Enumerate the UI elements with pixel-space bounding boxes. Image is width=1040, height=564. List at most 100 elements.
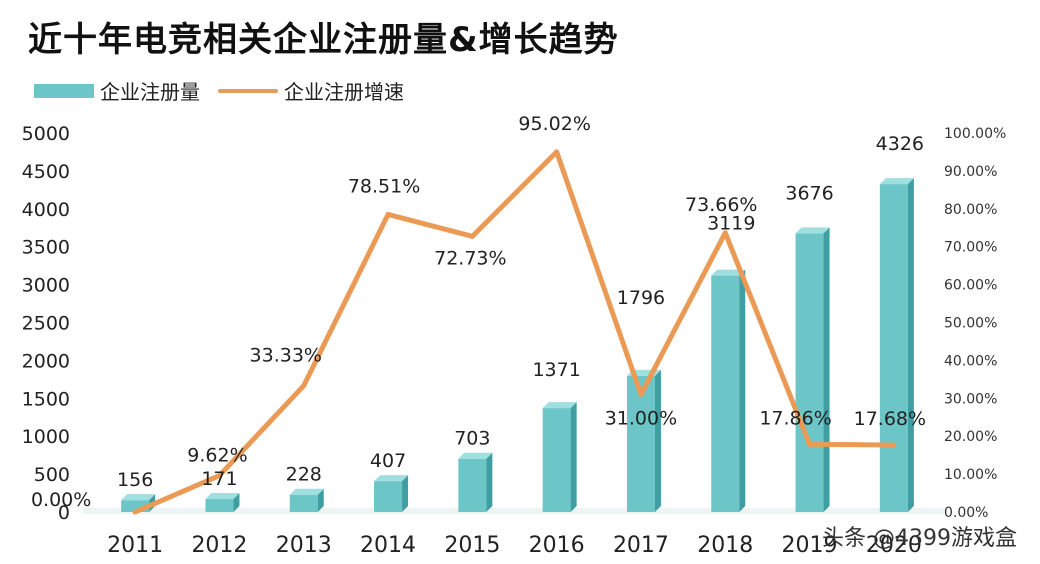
growth-value-label: 95.02% bbox=[518, 113, 590, 135]
watermark: 头条 @4399游戏盒 bbox=[822, 526, 1017, 551]
bar bbox=[542, 408, 571, 512]
bar-value-label: 407 bbox=[370, 450, 406, 472]
x-axis-tick-label: 2016 bbox=[529, 533, 585, 558]
bar-side bbox=[317, 488, 324, 512]
growth-value-label: 78.51% bbox=[348, 175, 420, 197]
right-axis-tick-label: 80.00% bbox=[944, 202, 997, 218]
growth-value-label: 17.68% bbox=[854, 408, 926, 430]
growth-point bbox=[301, 383, 307, 389]
legend-line-swatch bbox=[218, 88, 278, 93]
growth-point bbox=[807, 441, 813, 447]
right-axis-tick-label: 40.00% bbox=[944, 353, 997, 369]
growth-point bbox=[891, 442, 897, 448]
bar-side bbox=[823, 227, 830, 513]
x-axis-tick-label: 2011 bbox=[107, 533, 163, 558]
floor-band bbox=[83, 508, 946, 514]
bar-side bbox=[570, 402, 577, 512]
bar-side bbox=[402, 475, 409, 512]
bar-value-label: 3676 bbox=[785, 182, 833, 204]
growth-point bbox=[554, 149, 560, 155]
bar bbox=[711, 275, 740, 512]
bar-side bbox=[907, 178, 914, 512]
growth-point bbox=[469, 233, 475, 239]
bar-top bbox=[458, 452, 493, 459]
bar bbox=[289, 494, 318, 512]
left-axis-tick-label: 1000 bbox=[22, 426, 70, 448]
x-axis-tick-label: 2020 bbox=[866, 533, 922, 558]
bar bbox=[879, 184, 908, 512]
bar-value-label: 1371 bbox=[532, 359, 580, 381]
left-axis-tick-label: 500 bbox=[34, 464, 70, 486]
bar-top bbox=[795, 227, 830, 234]
bar-top bbox=[289, 488, 324, 495]
legend-item-growth: 企业注册增速 bbox=[218, 76, 404, 105]
bar bbox=[205, 499, 234, 512]
bar-side bbox=[233, 493, 240, 512]
legend: 企业注册量 企业注册增速 bbox=[34, 76, 422, 105]
bar-value-label: 703 bbox=[454, 428, 490, 450]
growth-value-label: 0.00% bbox=[31, 489, 91, 511]
left-axis-tick-label: 5000 bbox=[22, 123, 70, 145]
left-axis-tick-label: 0 bbox=[58, 502, 70, 524]
bar bbox=[458, 458, 487, 512]
x-axis-tick-label: 2015 bbox=[444, 533, 500, 558]
bar bbox=[121, 500, 150, 512]
left-axis-tick-label: 4000 bbox=[22, 199, 70, 221]
chart-title: 近十年电竞相关企业注册量&增长趋势 bbox=[28, 20, 619, 60]
growth-value-label: 17.86% bbox=[759, 407, 831, 429]
bar-top bbox=[205, 493, 240, 500]
bar-top bbox=[879, 178, 914, 185]
bar-top bbox=[374, 475, 409, 482]
x-axis-tick-label: 2017 bbox=[613, 533, 669, 558]
growth-value-label: 9.62% bbox=[187, 445, 247, 467]
bar-value-label: 171 bbox=[201, 468, 237, 490]
growth-value-label: 31.00% bbox=[605, 408, 677, 430]
x-axis-tick-label: 2012 bbox=[191, 533, 247, 558]
x-axis-tick-label: 2013 bbox=[276, 533, 332, 558]
legend-bar-swatch bbox=[34, 83, 94, 98]
bar-top bbox=[121, 494, 156, 501]
legend-item-registrations: 企业注册量 bbox=[34, 76, 200, 105]
right-axis-tick-label: 20.00% bbox=[944, 429, 997, 445]
growth-value-label: 73.66% bbox=[685, 194, 757, 216]
legend-label-growth: 企业注册增速 bbox=[284, 80, 404, 104]
bar-side bbox=[654, 369, 661, 512]
growth-value-label: 72.73% bbox=[434, 247, 506, 269]
bar bbox=[626, 375, 655, 512]
left-axis-tick-label: 2000 bbox=[22, 350, 70, 372]
right-axis-tick-label: 70.00% bbox=[944, 240, 997, 256]
bar-value-label: 3119 bbox=[707, 213, 755, 235]
left-axis-tick-label: 2500 bbox=[22, 313, 70, 335]
right-axis-tick-label: 0.00% bbox=[944, 505, 988, 521]
left-axis-tick-label: 3000 bbox=[22, 275, 70, 297]
legend-label-registrations: 企业注册量 bbox=[100, 80, 200, 104]
bar bbox=[374, 481, 403, 512]
right-axis-tick-label: 60.00% bbox=[944, 278, 997, 294]
bar-side bbox=[486, 452, 493, 512]
left-axis-tick-label: 4500 bbox=[22, 161, 70, 183]
left-axis-tick-label: 1500 bbox=[22, 388, 70, 410]
right-axis-tick-label: 10.00% bbox=[944, 467, 997, 483]
bar-value-label: 228 bbox=[286, 464, 322, 486]
bar-value-label: 4326 bbox=[876, 133, 924, 155]
growth-line bbox=[132, 149, 897, 515]
bar bbox=[795, 233, 824, 513]
bar-side bbox=[739, 269, 746, 512]
growth-point bbox=[216, 473, 222, 479]
bar-value-label: 1796 bbox=[617, 287, 665, 309]
bar-value-label: 156 bbox=[117, 469, 153, 491]
left-axis-tick-label: 3500 bbox=[22, 237, 70, 259]
growth-point bbox=[722, 230, 728, 236]
growth-point bbox=[638, 392, 644, 398]
bar-top bbox=[542, 402, 577, 409]
growth-point bbox=[132, 509, 138, 515]
right-axis-tick-label: 90.00% bbox=[944, 164, 997, 180]
right-axis-tick-label: 100.00% bbox=[944, 126, 1006, 142]
bar-top bbox=[711, 269, 746, 276]
x-axis-tick-label: 2019 bbox=[782, 533, 838, 558]
x-axis-tick-label: 2018 bbox=[697, 533, 753, 558]
right-axis-tick-label: 30.00% bbox=[944, 391, 997, 407]
x-axis-tick-label: 2014 bbox=[360, 533, 416, 558]
